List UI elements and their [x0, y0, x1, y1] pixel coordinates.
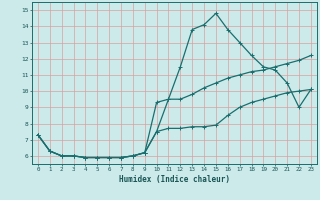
X-axis label: Humidex (Indice chaleur): Humidex (Indice chaleur)	[119, 175, 230, 184]
